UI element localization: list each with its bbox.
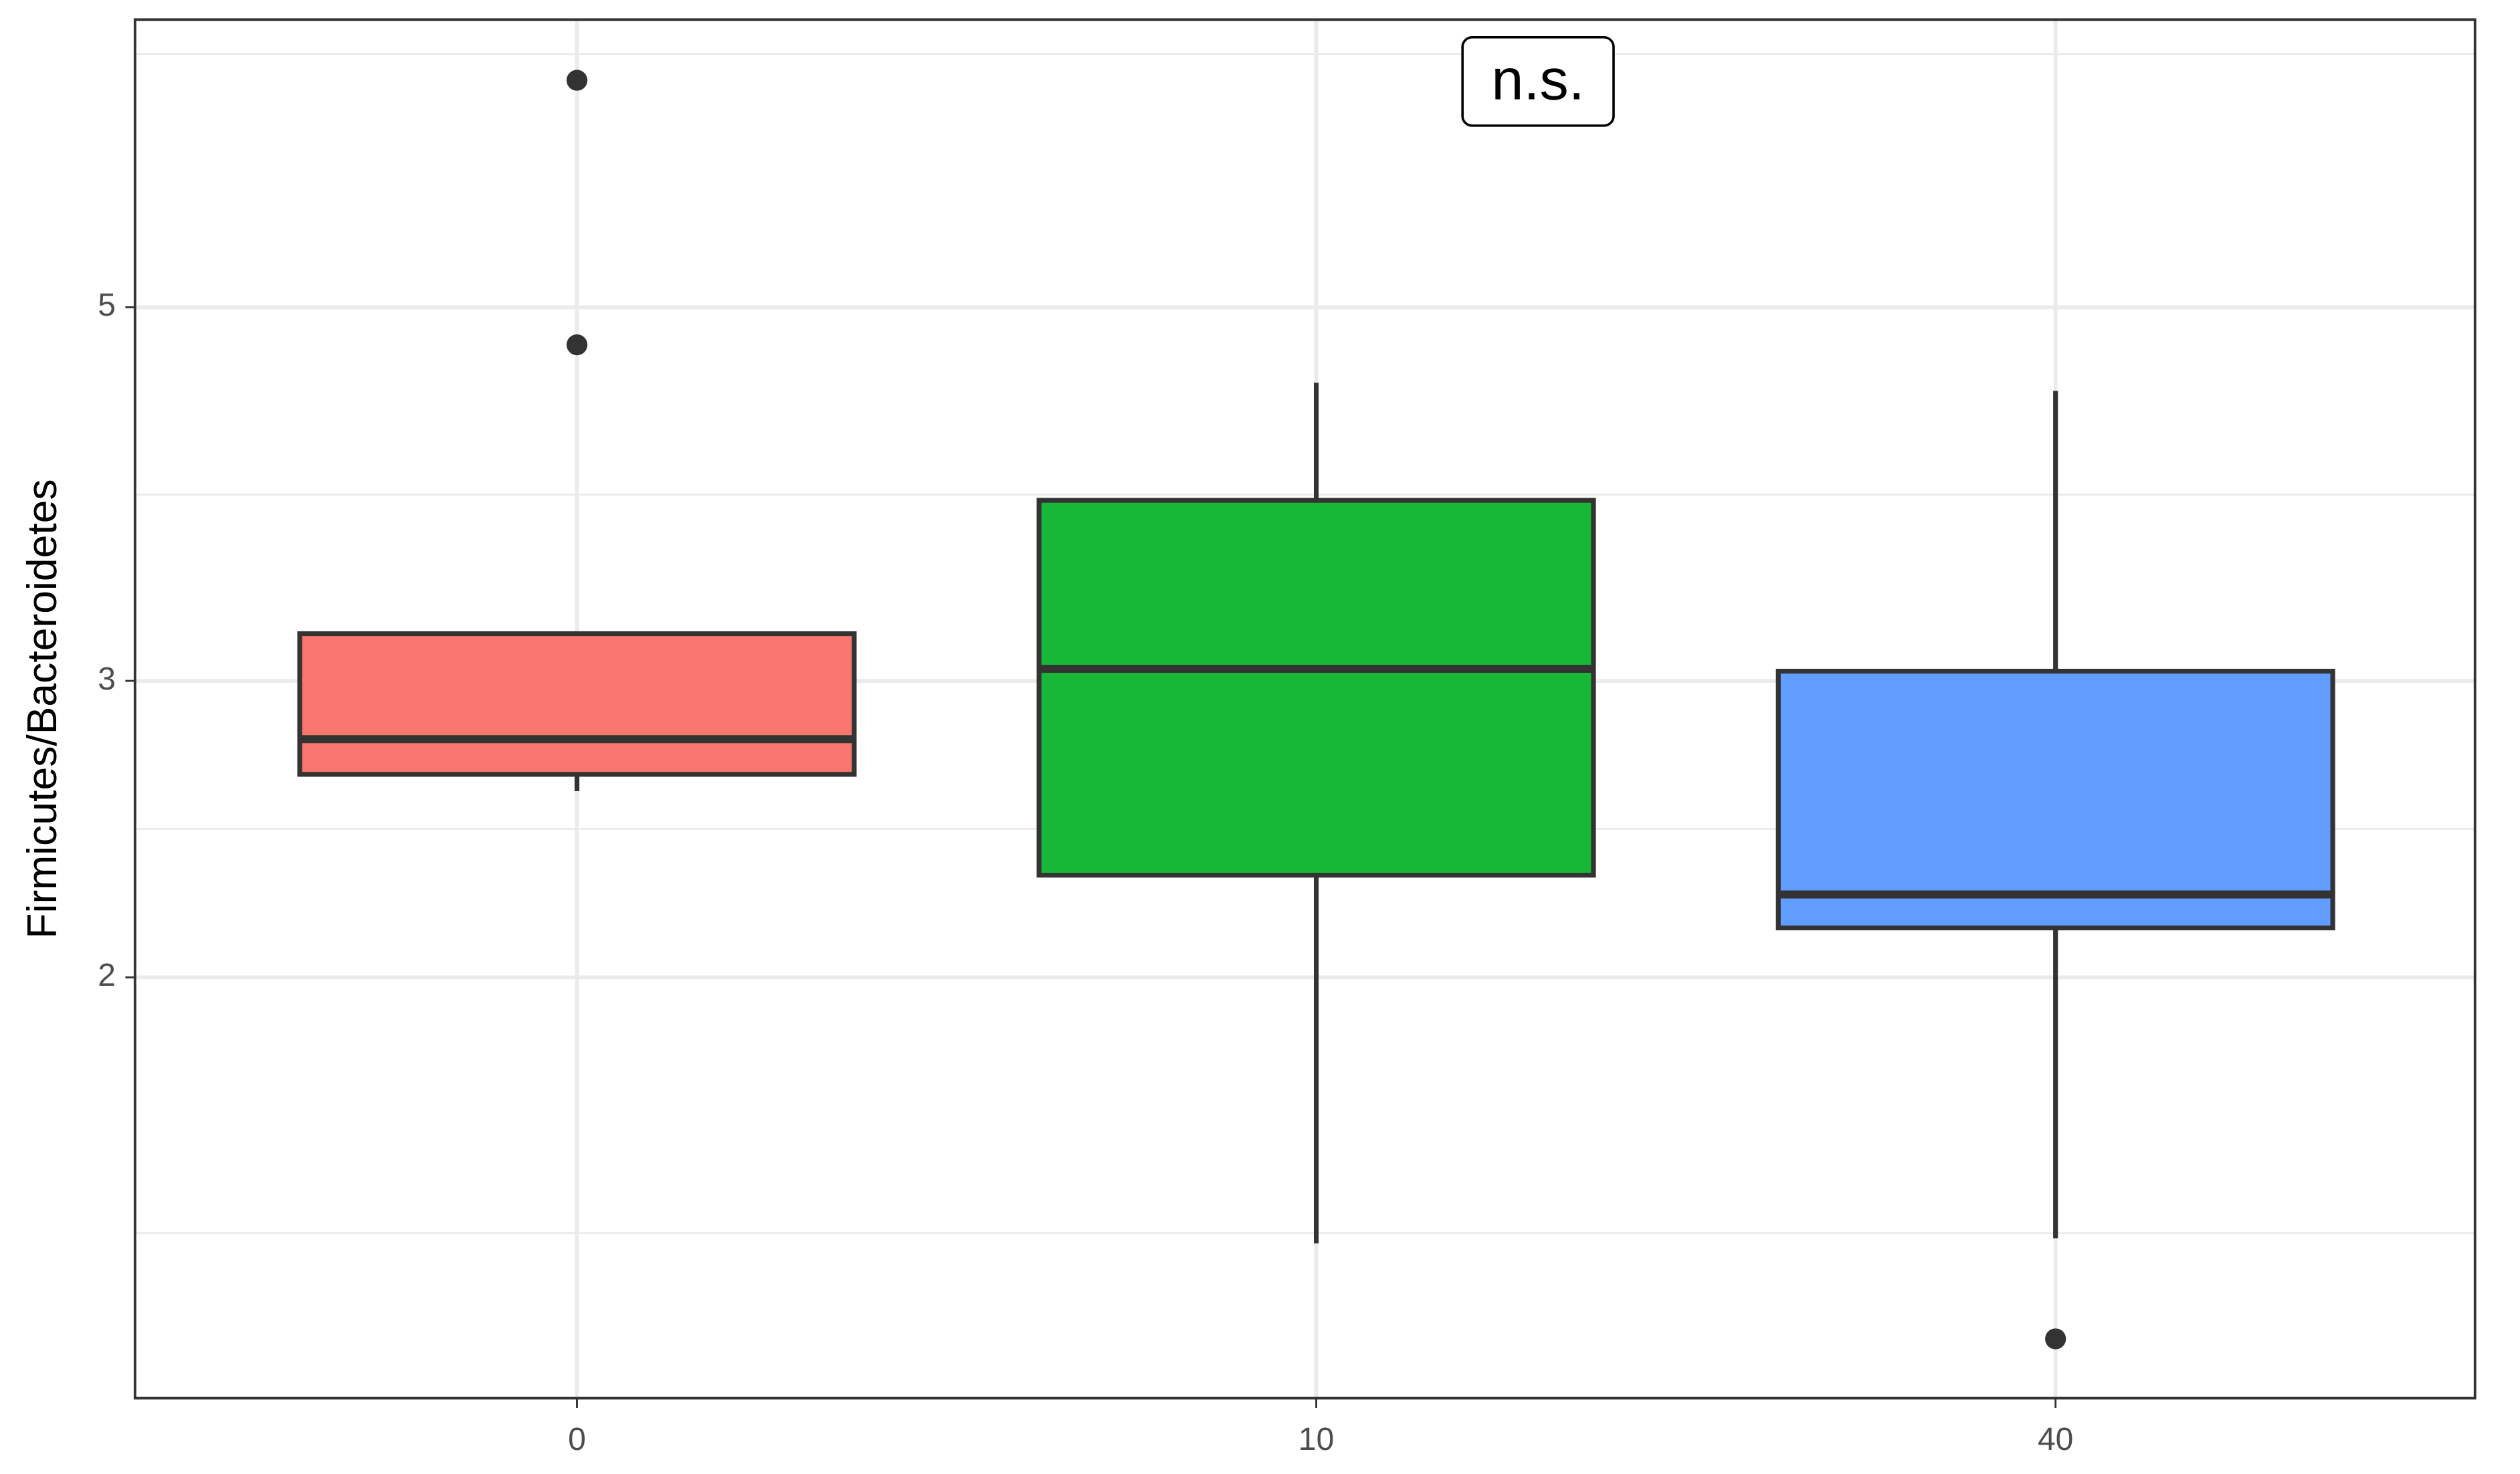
y-axis-title: Firmicutes/Bacteroidetes — [19, 479, 66, 938]
box — [297, 631, 857, 777]
x-tick-label: 0 — [568, 1422, 586, 1457]
outlier — [566, 70, 588, 91]
x-tick-label: 10 — [1298, 1422, 1334, 1457]
y-tick-label: 5 — [98, 288, 116, 323]
annotation-box — [1461, 35, 1615, 127]
y-tick-label: 2 — [98, 958, 116, 993]
panel-border — [133, 18, 2477, 1400]
box — [1036, 498, 1596, 878]
x-tick-label: 40 — [2038, 1422, 2073, 1457]
annotation: n.s. — [1491, 47, 1584, 112]
box — [1775, 668, 2335, 931]
y-tick-label: 3 — [98, 661, 116, 697]
outlier — [2045, 1328, 2066, 1350]
outlier — [566, 334, 588, 356]
plot-area — [297, 70, 2335, 1350]
